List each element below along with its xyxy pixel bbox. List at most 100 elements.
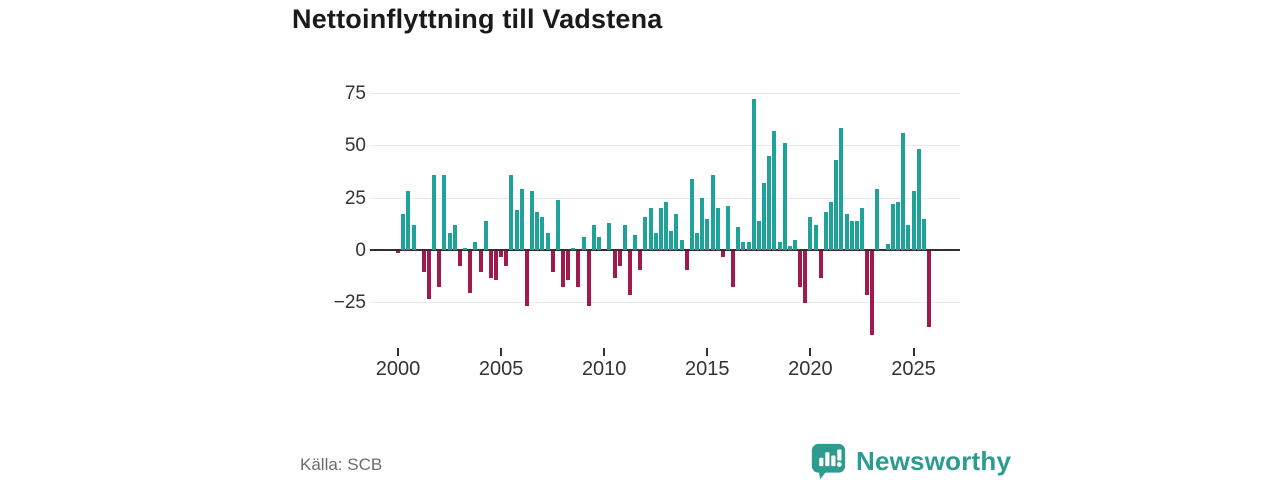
quarter-bar — [798, 251, 803, 287]
quarter-bar — [787, 245, 792, 250]
quarter-bar — [911, 191, 916, 250]
quarter-bar — [700, 197, 705, 250]
y-axis-tick-label: −25 — [333, 292, 366, 314]
x-axis-tick-label: 2025 — [891, 358, 936, 380]
quarter-bar — [524, 251, 529, 306]
quarter-bar — [411, 224, 416, 250]
quarter-bar — [746, 241, 751, 250]
quarter-bar — [643, 216, 648, 250]
quarter-bar — [555, 199, 560, 250]
quarter-bar — [591, 224, 596, 250]
quarter-bar — [406, 191, 411, 250]
quarter-bar — [535, 212, 540, 250]
quarter-bar — [803, 251, 808, 304]
source-label: Källa: SCB — [300, 455, 383, 474]
quarter-bar — [695, 233, 699, 250]
quarter-bar — [571, 247, 576, 250]
y-axis-tick-label: 75 — [344, 82, 366, 104]
quarter-bar — [731, 251, 736, 287]
quarter-bar — [581, 237, 586, 250]
quarter-bar — [401, 214, 406, 250]
newsworthy-logo: Newsworthy — [810, 443, 1011, 480]
quarter-bar — [705, 218, 710, 250]
quarter-bar — [813, 224, 818, 250]
quarter-bar — [437, 251, 442, 287]
quarter-bar — [499, 251, 504, 258]
quarter-bar — [679, 239, 684, 250]
quarter-bar — [865, 251, 870, 295]
quarter-bar — [777, 241, 782, 250]
gridline — [370, 197, 960, 199]
quarter-bar — [658, 208, 663, 250]
quarter-bar — [612, 251, 617, 279]
quarter-bar — [767, 155, 772, 250]
quarter-bar — [844, 214, 849, 250]
x-axis-tick-mark — [912, 348, 915, 356]
quarter-bar — [921, 218, 926, 250]
quarter-bar — [674, 214, 679, 250]
quarter-bar — [689, 178, 694, 250]
newsworthy-logo-icon — [810, 443, 847, 480]
quarter-bar — [540, 216, 545, 250]
quarter-bar — [607, 222, 612, 250]
quarter-bar — [514, 210, 519, 250]
quarter-bar — [421, 251, 426, 272]
quarter-bar — [483, 220, 488, 250]
quarter-bar — [633, 235, 638, 250]
quarter-bar — [772, 130, 777, 250]
quarter-bar — [509, 174, 514, 250]
quarter-bar — [906, 224, 911, 250]
x-axis-tick-mark — [603, 348, 606, 356]
quarter-bar — [916, 149, 921, 250]
x-axis-tick-label: 2015 — [685, 358, 730, 380]
quarter-bar — [550, 251, 555, 272]
quarter-bar — [473, 241, 478, 250]
quarter-bar — [854, 220, 859, 250]
quarter-bar — [725, 206, 730, 250]
quarter-bar — [741, 241, 746, 250]
quarter-bar — [870, 251, 875, 335]
x-axis-tick-label: 2010 — [581, 358, 627, 380]
gridline — [370, 145, 960, 147]
y-axis-tick-label: 0 — [355, 240, 366, 261]
quarter-bar — [447, 233, 452, 250]
gridline — [370, 92, 960, 94]
quarter-bar — [762, 182, 766, 250]
quarter-bar — [566, 251, 571, 281]
quarter-bar — [493, 251, 498, 281]
quarter-bar — [684, 251, 689, 270]
x-axis-tick-label: 2020 — [788, 358, 833, 380]
quarter-bar — [504, 251, 509, 266]
quarter-bar — [829, 201, 833, 250]
chart-title: Nettoinflyttning till Vadstena — [292, 4, 663, 34]
quarter-bar — [576, 251, 581, 287]
quarter-bar — [432, 174, 437, 250]
quarter-bar — [653, 233, 658, 250]
quarter-bar — [396, 251, 400, 254]
x-axis-tick-mark — [397, 348, 399, 356]
quarter-bar — [720, 251, 725, 258]
quarter-bar — [782, 143, 787, 250]
quarter-bar — [710, 174, 715, 250]
x-axis-tick-mark — [809, 348, 812, 356]
y-axis-tick-label: 25 — [344, 187, 366, 209]
quarter-bar — [901, 132, 906, 250]
quarter-bar — [751, 99, 756, 250]
quarter-bar — [478, 251, 483, 272]
quarter-bar — [468, 251, 473, 293]
quarter-bar — [664, 201, 669, 250]
quarter-bar — [519, 189, 524, 250]
gridline — [370, 302, 960, 304]
newsworthy-logo-text: Newsworthy — [856, 446, 1012, 476]
quarter-bar — [890, 203, 895, 250]
quarter-bar — [648, 208, 653, 250]
quarter-bar — [860, 208, 864, 250]
quarter-bar — [530, 191, 534, 250]
quarter-bar — [426, 251, 431, 300]
quarter-bar — [839, 128, 844, 250]
quarter-bar — [617, 251, 622, 266]
x-axis-tick-mark — [706, 348, 709, 356]
quarter-bar — [896, 201, 900, 250]
